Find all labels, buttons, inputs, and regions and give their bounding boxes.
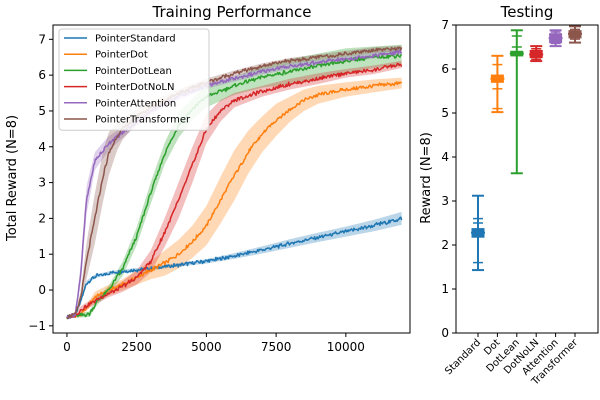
y-tick-label: 6 <box>38 68 46 82</box>
y-tick-label: 3 <box>441 194 449 208</box>
y-tick-label: 1 <box>441 282 449 296</box>
series-line-PointerDot <box>66 81 403 319</box>
series-band-PointerStandard <box>66 211 402 318</box>
testing-y-ticks: 0 1 2 3 4 5 6 7 <box>441 18 456 340</box>
box-Transformer <box>568 25 582 44</box>
testing-axes-frame <box>455 24 599 334</box>
legend: PointerStandard PointerDot PointerDotLean P… <box>58 28 210 131</box>
training-ylabel: Total Reward (N=8) <box>5 115 20 242</box>
y-tick-label: 6 <box>441 62 449 76</box>
x-tick-label: 2500 <box>121 340 152 354</box>
box-Attention <box>548 29 563 48</box>
training-chart: Training Performance Total Reward (N=8) … <box>5 3 411 354</box>
testing-x-ticks: Standard DotDotLeanDotNoLNAttentionTransf… <box>443 333 581 388</box>
series-line-PointerDotLean <box>66 53 403 320</box>
training-x-ticks: 0 2500 5000 7500 10000 <box>63 333 365 354</box>
y-tick-label: 5 <box>441 106 449 120</box>
series-band-PointerDot <box>66 77 402 319</box>
training-y-ticks: −1 0 1 2 3 4 5 6 7 <box>28 32 53 333</box>
training-axes-frame <box>52 24 411 334</box>
y-tick-label: 1 <box>38 247 46 261</box>
testing-boxes <box>471 25 582 272</box>
series-line-PointerDotNoLN <box>66 62 403 319</box>
y-tick-label: 4 <box>441 150 449 164</box>
series-line-PointerStandard <box>66 216 403 320</box>
y-tick-label: 0 <box>441 326 449 340</box>
box-Standard <box>471 194 485 272</box>
x-tick-label-Standard: Standard <box>443 337 483 377</box>
y-tick-label: 5 <box>38 104 46 118</box>
x-tick-label: 0 <box>63 340 71 354</box>
box-DotLean <box>509 29 524 175</box>
testing-title: Testing <box>500 3 554 21</box>
y-tick-label: 7 <box>38 32 46 46</box>
y-tick-label: −1 <box>28 319 46 333</box>
series-band-PointerDotNoLN <box>66 60 402 319</box>
y-tick-label: 3 <box>38 176 46 190</box>
testing-ylabel: Reward (N=8) <box>419 132 434 224</box>
legend-label-PointerTransformer: PointerTransformer <box>95 115 191 126</box>
box-DotNoLN <box>529 45 544 63</box>
series-line-PointerAttention <box>66 49 403 319</box>
testing-chart: Testing Reward (N=8) 0 1 2 3 4 5 6 7 Standard Do… <box>419 3 599 388</box>
legend-label-PointerStandard: PointerStandard <box>95 34 176 45</box>
y-tick-label: 2 <box>441 238 449 252</box>
training-title: Training Performance <box>151 3 311 21</box>
y-tick-label: 7 <box>441 18 449 32</box>
legend-label-PointerDotLean: PointerDotLean <box>95 66 172 77</box>
x-tick-label: 10000 <box>327 340 365 354</box>
y-tick-label: 0 <box>38 283 46 297</box>
x-tick-label: 5000 <box>191 340 222 354</box>
legend-box <box>58 28 210 131</box>
y-tick-label: 4 <box>38 140 46 154</box>
legend-label-PointerDotNoLN: PointerDotNoLN <box>95 82 174 93</box>
box-Dot <box>490 54 505 114</box>
legend-label-PointerAttention: PointerAttention <box>95 98 176 109</box>
x-tick-label: 7500 <box>261 340 292 354</box>
legend-label-PointerDot: PointerDot <box>95 50 148 61</box>
y-tick-label: 2 <box>38 211 46 225</box>
